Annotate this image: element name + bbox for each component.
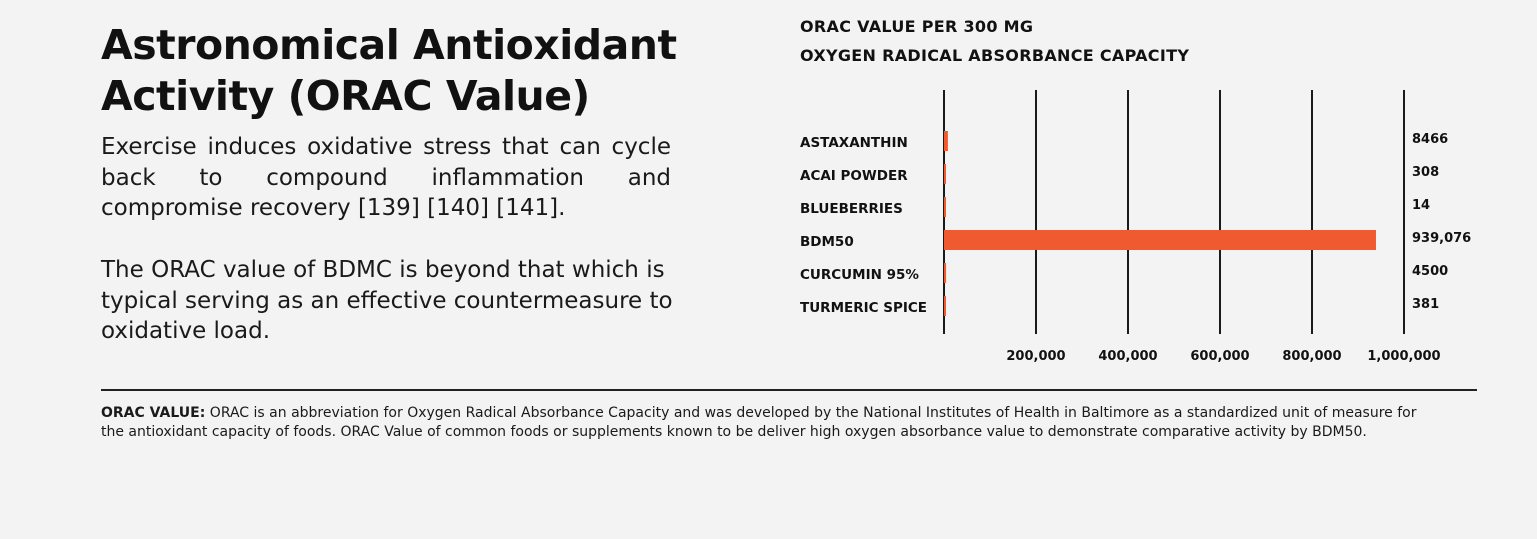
value-label: 14: [1412, 198, 1430, 213]
footnote-label: ORAC VALUE:: [101, 405, 206, 421]
x-tick-label: 400,000: [1098, 349, 1157, 364]
orac-bar-chart: 200,000 400,000 600,000 800,000 1,000,000 AST…: [800, 90, 1471, 364]
x-tick-label: 600,000: [1190, 349, 1249, 364]
bar: [944, 296, 946, 316]
value-label: 939,076: [1412, 231, 1471, 246]
category-label: BDM50: [800, 234, 854, 250]
x-tick-label: 1,000,000: [1367, 349, 1440, 364]
footnote-text: ORAC is an abbreviation for Oxygen Radic…: [101, 405, 1417, 440]
category-label: BLUEBERRIES: [800, 201, 903, 217]
section-divider: [101, 389, 1477, 391]
page-title: Astronomical Antioxidant Activity (ORAC …: [101, 21, 677, 120]
category-label: ACAI POWDER: [800, 168, 908, 184]
chart-subtitle: OXYGEN RADICAL ABSORBANCE CAPACITY: [800, 46, 1190, 65]
bar: [944, 263, 947, 283]
value-label: 381: [1412, 297, 1439, 312]
bar: [944, 164, 946, 184]
x-tick-label: 800,000: [1282, 349, 1341, 364]
orac-paragraph: The ORAC value of BDMC is beyond that wh…: [101, 257, 673, 344]
value-label: 308: [1412, 165, 1439, 180]
category-label: ASTAXANTHIN: [800, 135, 908, 151]
category-label: CURCUMIN 95%: [800, 267, 919, 283]
footnote: ORAC VALUE: ORAC is an abbreviation for …: [101, 404, 1421, 442]
x-tick-label: 200,000: [1006, 349, 1065, 364]
bar: [944, 197, 946, 217]
intro-paragraph: Exercise induces oxidative stress that c…: [101, 134, 671, 221]
value-label: 4500: [1412, 264, 1448, 279]
category-label: TURMERIC SPICE: [800, 300, 927, 316]
value-label: 8466: [1412, 132, 1448, 147]
bar: [944, 131, 948, 151]
chart-title: ORAC VALUE PER 300 MG: [800, 17, 1034, 36]
bar: [944, 230, 1376, 250]
